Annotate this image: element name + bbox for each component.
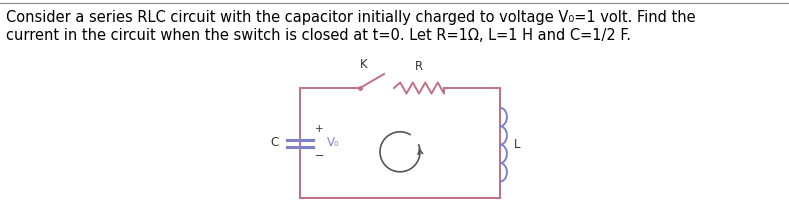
Text: L: L [514,138,521,151]
Text: current in the circuit when the switch is closed at t=0. Let R=1Ω, L=1 H and C=1: current in the circuit when the switch i… [6,28,631,43]
Text: −: − [315,151,324,161]
Text: C: C [271,136,279,150]
Text: +: + [315,124,323,134]
Text: Consider a series RLC circuit with the capacitor initially charged to voltage V₀: Consider a series RLC circuit with the c… [6,10,696,25]
Text: V₀: V₀ [327,136,339,150]
Text: K: K [361,58,368,71]
Text: R: R [415,59,423,73]
